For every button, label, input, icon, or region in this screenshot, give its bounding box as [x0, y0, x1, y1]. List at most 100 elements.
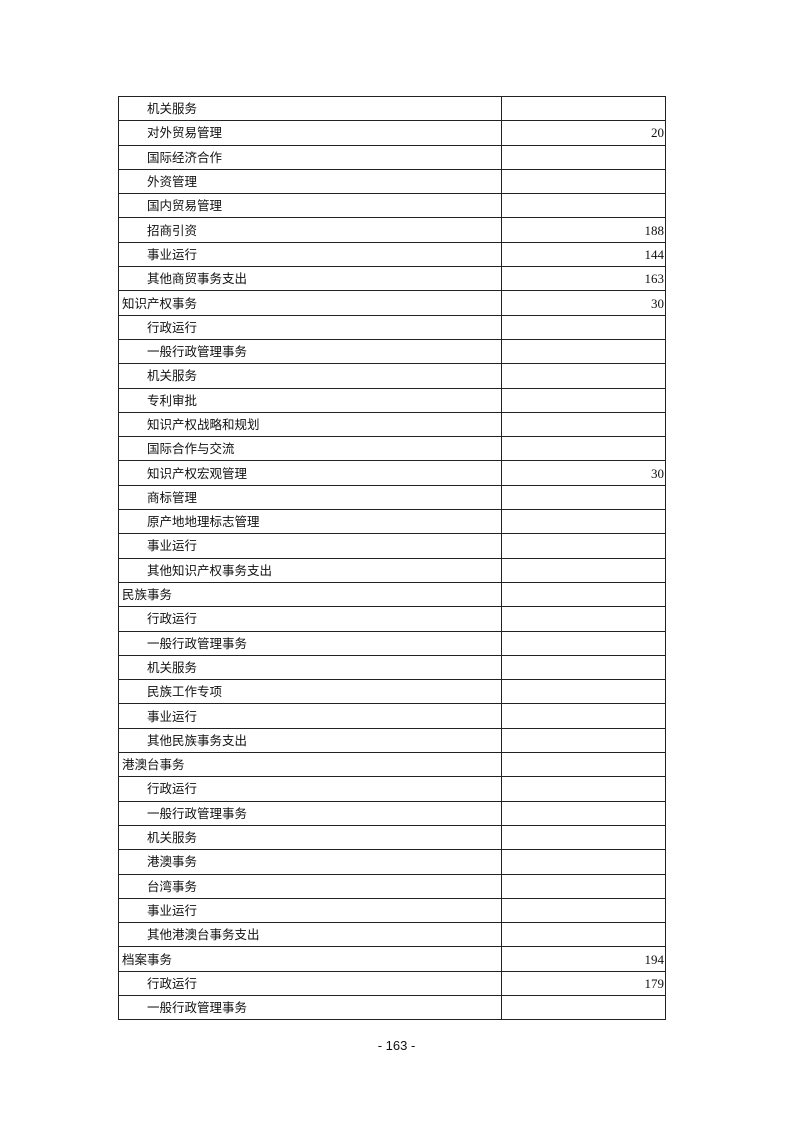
table-row: 其他商贸事务支出 163 [118, 266, 666, 292]
amount-cell [501, 144, 666, 170]
item-name-cell: 国内贸易管理 [118, 193, 502, 219]
amount-cell [501, 95, 666, 122]
item-name-cell: 机关服务 [118, 824, 502, 851]
amount-cell [501, 533, 666, 559]
amount-cell: 30 [501, 290, 666, 316]
amount-cell [501, 922, 666, 948]
table-row: 事业运行 [118, 533, 666, 559]
item-name-cell: 其他港澳台事务支出 [118, 922, 502, 948]
table-row: 国际经济合作 [118, 144, 666, 170]
table-row: 台湾事务 [118, 873, 666, 899]
item-name-cell: 行政运行 [118, 606, 502, 632]
item-name-cell: 其他民族事务支出 [118, 727, 502, 754]
table-row: 其他知识产权事务支出 [118, 557, 666, 583]
amount-cell [501, 338, 666, 365]
item-name-cell: 外资管理 [118, 168, 502, 195]
item-name-cell: 事业运行 [118, 241, 502, 268]
amount-cell [501, 873, 666, 899]
amount-cell: 188 [501, 217, 666, 243]
table-row: 民族工作专项 [118, 679, 666, 705]
amount-cell [501, 168, 666, 195]
expenditure-table: 机关服务 对外贸易管理 20 国际经济合作 外资管理 国内贸易管理 招商引资 188 事业运行 1… [118, 95, 666, 1021]
table-row-category: 知识产权事务 30 [118, 290, 666, 316]
item-name-cell: 民族事务 [118, 581, 502, 608]
item-name-cell: 商标管理 [118, 484, 502, 511]
amount-cell [501, 800, 666, 826]
item-name-cell: 事业运行 [118, 703, 502, 729]
amount-cell [501, 606, 666, 632]
item-name-cell: 一般行政管理事务 [118, 630, 502, 656]
table-row: 事业运行 [118, 897, 666, 924]
amount-cell: 144 [501, 241, 666, 268]
item-name-cell: 招商引资 [118, 217, 502, 243]
item-name-cell: 一般行政管理事务 [118, 338, 502, 365]
item-name-cell: 专利审批 [118, 387, 502, 413]
table-row: 事业运行 144 [118, 241, 666, 268]
item-name-cell: 台湾事务 [118, 873, 502, 899]
table-row: 知识产权战略和规划 [118, 411, 666, 438]
table-row-category: 档案事务 194 [118, 946, 666, 972]
item-name-cell: 知识产权宏观管理 [118, 460, 502, 486]
item-name-cell: 原产地地理标志管理 [118, 509, 502, 535]
table-row: 机关服务 [118, 654, 666, 681]
table-row: 国际合作与交流 [118, 436, 666, 462]
item-name-cell: 事业运行 [118, 533, 502, 559]
table-row: 行政运行 [118, 314, 666, 340]
amount-cell: 194 [501, 946, 666, 972]
table-row: 一般行政管理事务 [118, 338, 666, 365]
table-row: 行政运行 [118, 776, 666, 802]
item-name-cell: 其他知识产权事务支出 [118, 557, 502, 583]
table-row: 知识产权宏观管理 30 [118, 460, 666, 486]
table-row: 原产地地理标志管理 [118, 509, 666, 535]
item-name-cell: 港澳事务 [118, 849, 502, 875]
table-row: 招商引资 188 [118, 217, 666, 243]
table-row: 外资管理 [118, 168, 666, 195]
amount-cell [501, 703, 666, 729]
item-name-cell: 行政运行 [118, 776, 502, 802]
item-name-cell: 机关服务 [118, 95, 502, 122]
amount-cell [501, 776, 666, 802]
amount-cell [501, 849, 666, 875]
item-name-cell: 行政运行 [118, 314, 502, 340]
amount-cell [501, 484, 666, 511]
table-row: 事业运行 [118, 703, 666, 729]
amount-cell [501, 897, 666, 924]
item-name-cell: 国际经济合作 [118, 144, 502, 170]
amount-cell [501, 436, 666, 462]
item-name-cell: 国际合作与交流 [118, 436, 502, 462]
table-row: 机关服务 [118, 824, 666, 851]
table-row: 一般行政管理事务 [118, 994, 666, 1021]
item-name-cell: 知识产权战略和规划 [118, 411, 502, 438]
amount-cell: 163 [501, 266, 666, 292]
amount-cell [501, 363, 666, 389]
item-name-cell: 知识产权事务 [118, 290, 502, 316]
amount-cell: 179 [501, 970, 666, 996]
table-body: 机关服务 对外贸易管理 20 国际经济合作 外资管理 国内贸易管理 招商引资 188 事业运行 1… [118, 95, 666, 1021]
table-row: 对外贸易管理 20 [118, 120, 666, 146]
item-name-cell: 机关服务 [118, 654, 502, 681]
item-name-cell: 一般行政管理事务 [118, 994, 502, 1021]
table-row: 机关服务 [118, 95, 666, 122]
item-name-cell: 事业运行 [118, 897, 502, 924]
item-name-cell: 档案事务 [118, 946, 502, 972]
amount-cell [501, 654, 666, 681]
table-row: 商标管理 [118, 484, 666, 511]
table-row: 专利审批 [118, 387, 666, 413]
table-row: 行政运行 179 [118, 970, 666, 996]
amount-cell [501, 509, 666, 535]
amount-cell [501, 411, 666, 438]
table-row-category: 港澳台事务 [118, 752, 666, 778]
amount-cell [501, 679, 666, 705]
table-row: 机关服务 [118, 363, 666, 389]
amount-cell [501, 630, 666, 656]
amount-cell [501, 557, 666, 583]
item-name-cell: 对外贸易管理 [118, 120, 502, 146]
amount-cell [501, 387, 666, 413]
amount-cell [501, 581, 666, 608]
item-name-cell: 行政运行 [118, 970, 502, 996]
table-row: 行政运行 [118, 606, 666, 632]
item-name-cell: 机关服务 [118, 363, 502, 389]
item-name-cell: 其他商贸事务支出 [118, 266, 502, 292]
page-number: - 163 - [377, 1038, 416, 1053]
amount-cell: 20 [501, 120, 666, 146]
